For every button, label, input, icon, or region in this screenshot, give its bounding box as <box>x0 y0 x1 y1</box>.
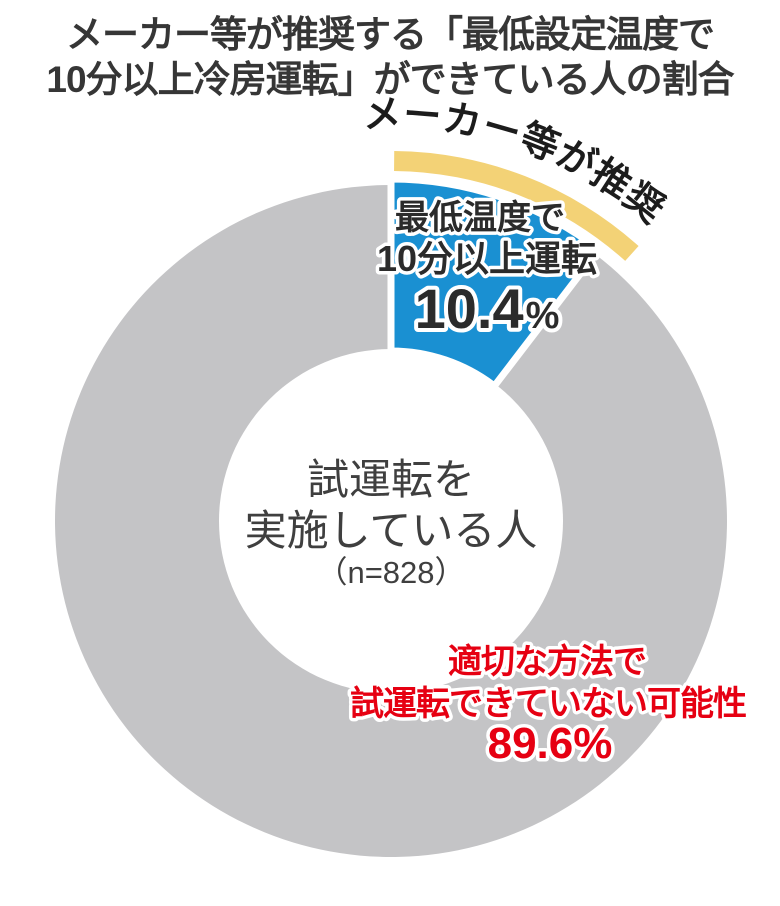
gray-slice-not-proper <box>55 185 727 857</box>
chart-title-line1: メーカー等が推奨する「最低設定温度で <box>66 14 715 55</box>
blue-slice-value-unit: % <box>526 295 560 337</box>
blue-slice-label-line2: 10分以上運転 <box>377 238 597 279</box>
blue-slice-value-number: 10.4 <box>415 277 524 340</box>
chart-title-line2: 10分以上冷房運転」ができている人の割合 <box>46 59 734 101</box>
red-label-line1: 適切な方法で <box>448 643 646 681</box>
center-label-line2: 実施している人 <box>245 507 538 554</box>
blue-slice-label-line1: 最低温度で <box>395 199 565 237</box>
red-label-value: 89.6% <box>488 719 613 768</box>
chart-title: メーカー等が推奨する「最低設定温度で 10分以上冷房運転」ができている人の割合 <box>0 12 780 102</box>
red-label-line2: 試運転できていない可能性 <box>350 685 746 723</box>
blue-slice-value: 10.4% <box>415 277 560 340</box>
center-label-line1: 試運転を <box>307 456 475 503</box>
center-sample-size: （n=828） <box>316 555 465 590</box>
recommend-band <box>394 151 639 261</box>
donut-hole <box>219 349 563 693</box>
